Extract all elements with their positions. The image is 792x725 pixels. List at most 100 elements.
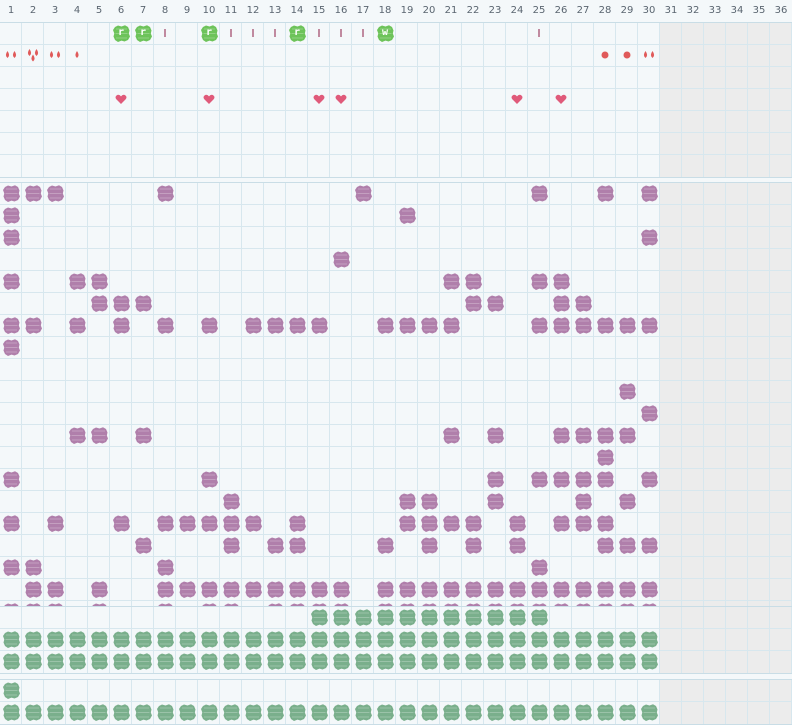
purple-blob — [420, 316, 439, 335]
green-blob — [90, 703, 109, 722]
heart-icon — [115, 94, 127, 105]
green-section-2 — [0, 679, 792, 725]
purple-blob — [24, 184, 43, 203]
green-blob — [288, 703, 307, 722]
day-label: 13 — [268, 5, 282, 16]
water-drop-icon — [47, 48, 63, 62]
day-label: 24 — [510, 5, 524, 16]
day-label: 26 — [554, 5, 568, 16]
green-blob — [420, 630, 439, 649]
green-blob — [90, 630, 109, 649]
purple-blob — [486, 492, 505, 511]
green-blob — [376, 608, 395, 627]
green-blob — [442, 608, 461, 627]
day-label: 12 — [246, 5, 260, 16]
purple-blob — [288, 536, 307, 555]
green-blob — [288, 652, 307, 671]
purple-blob — [618, 492, 637, 511]
purple-blob — [354, 184, 373, 203]
green-blob — [46, 652, 65, 671]
purple-blob — [222, 514, 241, 533]
purple-blob — [68, 316, 87, 335]
purple-blob — [420, 536, 439, 555]
purple-section — [0, 182, 792, 624]
purple-blob — [266, 316, 285, 335]
labeled-blob: w — [376, 24, 395, 43]
grid-lines — [0, 680, 792, 724]
purple-blob — [442, 316, 461, 335]
heart-icon — [313, 94, 325, 105]
day-label: 11 — [224, 5, 238, 16]
purple-blob — [200, 470, 219, 489]
green-blob — [442, 703, 461, 722]
purple-blob — [266, 580, 285, 599]
green-blob — [134, 703, 153, 722]
purple-blob — [244, 316, 263, 335]
purple-blob — [266, 536, 285, 555]
purple-blob — [68, 272, 87, 291]
green-blob — [46, 630, 65, 649]
green-blob — [2, 652, 21, 671]
green-blob — [200, 630, 219, 649]
day-label: 27 — [576, 5, 590, 16]
grid-lines — [0, 183, 792, 623]
purple-blob — [420, 492, 439, 511]
day-label: 31 — [664, 5, 678, 16]
day-label: 6 — [117, 5, 125, 16]
green-blob — [398, 703, 417, 722]
purple-blob — [618, 426, 637, 445]
purple-blob — [640, 316, 659, 335]
purple-blob — [156, 316, 175, 335]
purple-blob — [200, 514, 219, 533]
water-drop-icon — [69, 48, 85, 62]
green-blob — [222, 630, 241, 649]
purple-blob — [398, 580, 417, 599]
purple-blob — [596, 580, 615, 599]
purple-blob — [552, 470, 571, 489]
purple-blob — [398, 492, 417, 511]
day-label: 9 — [183, 5, 191, 16]
purple-blob — [552, 272, 571, 291]
purple-blob — [596, 514, 615, 533]
day-label: 35 — [752, 5, 766, 16]
green-blob — [398, 652, 417, 671]
green-blob — [46, 703, 65, 722]
green-blob — [574, 652, 593, 671]
green-blob — [332, 652, 351, 671]
purple-blob — [2, 184, 21, 203]
heart-icon — [555, 94, 567, 105]
green-blob — [244, 652, 263, 671]
green-blob — [420, 703, 439, 722]
green-blob — [2, 630, 21, 649]
green-blob — [90, 652, 109, 671]
tick-icon — [273, 28, 277, 38]
purple-blob — [574, 470, 593, 489]
green-blob — [222, 652, 241, 671]
purple-blob — [552, 316, 571, 335]
tick-icon — [251, 28, 255, 38]
green-blob — [486, 703, 505, 722]
purple-blob — [618, 316, 637, 335]
tick-icon — [229, 28, 233, 38]
day-label: 30 — [642, 5, 656, 16]
green-blob — [266, 703, 285, 722]
purple-blob — [442, 514, 461, 533]
green-blob — [24, 630, 43, 649]
day-label: 33 — [708, 5, 722, 16]
green-blob — [354, 630, 373, 649]
tick-icon — [317, 28, 321, 38]
purple-blob — [2, 228, 21, 247]
purple-blob — [464, 514, 483, 533]
purple-blob — [574, 492, 593, 511]
day-label: 15 — [312, 5, 326, 16]
green-blob — [178, 703, 197, 722]
purple-blob — [596, 184, 615, 203]
purple-blob — [398, 206, 417, 225]
day-label: 3 — [51, 5, 59, 16]
green-blob — [640, 703, 659, 722]
blob-label: r — [139, 26, 147, 38]
purple-blob — [376, 580, 395, 599]
purple-blob — [640, 470, 659, 489]
green-blob — [68, 652, 87, 671]
green-blob — [464, 652, 483, 671]
